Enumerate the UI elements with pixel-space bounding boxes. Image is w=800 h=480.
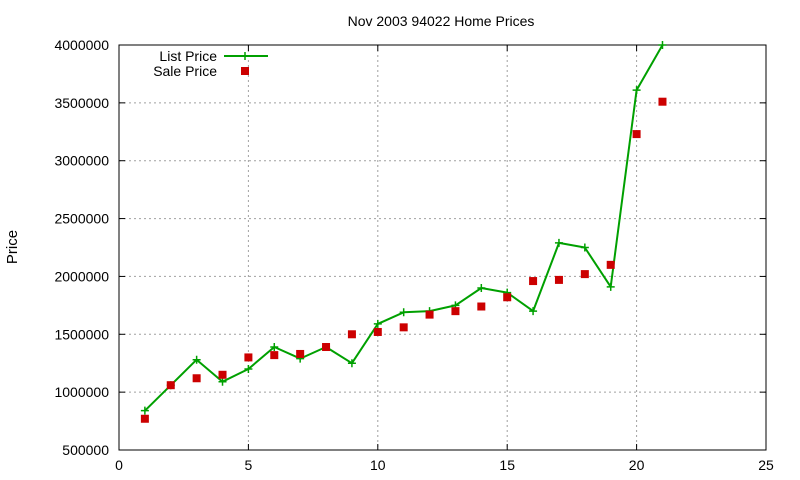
legend-label-list-price: List Price [159,48,217,64]
sale-price-point [244,353,253,362]
list-price-line [144,44,664,412]
sale-price-point [192,374,201,383]
sale-price-point [140,414,149,423]
sale-price-point [218,370,227,379]
y-tick-label: 2000000 [54,268,109,284]
list-price-point [580,243,589,252]
y-tick-label: 1500000 [54,326,109,342]
grid-layer [119,45,766,450]
sale-price-point [347,330,356,339]
plot-frame [118,44,767,451]
sale-price-point [503,293,512,302]
x-tick-label: 10 [370,457,386,473]
sale-price-point [632,130,641,139]
sale-price-point [322,343,331,352]
sale-price-point [606,260,615,269]
sale-price-point [270,351,279,360]
sale-price-point [296,349,305,358]
list-price-point [399,308,408,317]
list-price-point [477,284,486,292]
sale-price-point [477,302,486,311]
ticks-layer: 0 5 10 15 20 25 500000 1000000 1500000 2000000 250… [54,37,774,473]
list-price-point [140,406,149,415]
sale-price-point [166,381,175,390]
y-axis-label: Price [4,230,21,264]
x-tick-label: 0 [115,457,123,473]
sale-price-point [399,323,408,332]
x-tick-label: 15 [499,457,515,473]
sale-price-point [373,327,382,336]
list-price-point [554,238,563,247]
y-tick-label: 3000000 [54,153,109,169]
list-price-point [244,365,253,373]
sale-price-point [529,277,538,286]
sale-price-point [554,275,563,284]
legend: List Price Sale Price [153,48,268,79]
y-tick-label: 500000 [62,442,109,458]
list-price-point [632,86,641,95]
sale-price-point [425,310,434,319]
y-tick-label: 1000000 [54,384,109,400]
sale-price-point [451,307,460,316]
list-price-point [606,282,615,291]
y-tick-label: 3500000 [54,95,109,111]
series-layer [140,41,667,423]
x-tick-label: 20 [629,457,645,473]
legend-marker-list-price [241,52,249,60]
sale-price-point [658,97,667,106]
list-price-point [270,343,279,352]
list-price-point [192,355,201,364]
list-price-point [373,319,382,328]
list-price-point [529,307,538,316]
chart-title: Nov 2003 94022 Home Prices [348,13,535,29]
x-tick-label: 5 [245,457,253,473]
y-tick-label: 4000000 [54,37,109,53]
y-tick-label: 2500000 [54,211,109,227]
legend-marker-sale-price [241,67,249,75]
sale-price-point [580,270,589,279]
x-tick-label: 25 [758,457,774,473]
list-price-point [347,359,356,368]
legend-label-sale-price: Sale Price [153,63,217,79]
list-price-point [658,41,667,49]
list-price-point [218,377,227,386]
